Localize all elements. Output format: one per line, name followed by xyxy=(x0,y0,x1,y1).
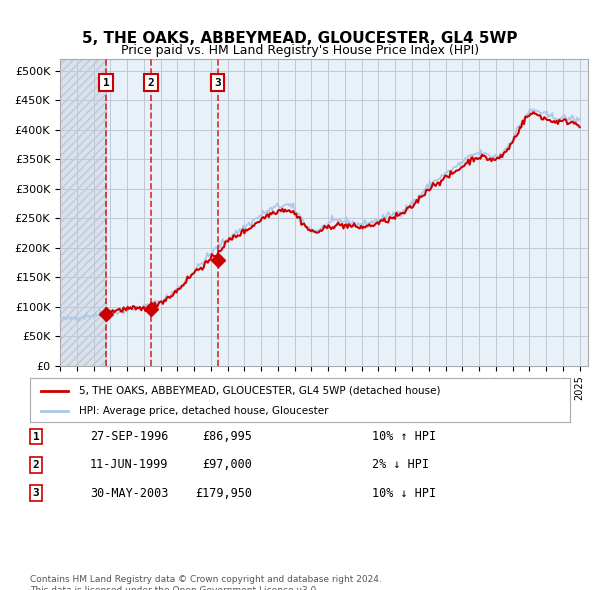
Text: 2% ↓ HPI: 2% ↓ HPI xyxy=(372,458,429,471)
Text: 11-JUN-1999: 11-JUN-1999 xyxy=(90,458,169,471)
Bar xyxy=(60,59,106,366)
Text: 2: 2 xyxy=(32,460,40,470)
Text: 30-MAY-2003: 30-MAY-2003 xyxy=(90,487,169,500)
Text: 3: 3 xyxy=(32,489,40,498)
Text: 27-SEP-1996: 27-SEP-1996 xyxy=(90,430,169,443)
Text: 3: 3 xyxy=(214,78,221,87)
Text: 1: 1 xyxy=(103,78,109,87)
Text: £86,995: £86,995 xyxy=(202,430,252,443)
Text: 5, THE OAKS, ABBEYMEAD, GLOUCESTER, GL4 5WP (detached house): 5, THE OAKS, ABBEYMEAD, GLOUCESTER, GL4 … xyxy=(79,386,440,396)
Text: 5, THE OAKS, ABBEYMEAD, GLOUCESTER, GL4 5WP: 5, THE OAKS, ABBEYMEAD, GLOUCESTER, GL4 … xyxy=(82,31,518,46)
Text: 2: 2 xyxy=(148,78,155,87)
Text: £179,950: £179,950 xyxy=(195,487,252,500)
Text: 1: 1 xyxy=(32,432,40,441)
Text: £97,000: £97,000 xyxy=(202,458,252,471)
Text: HPI: Average price, detached house, Gloucester: HPI: Average price, detached house, Glou… xyxy=(79,406,328,416)
Text: 10% ↑ HPI: 10% ↑ HPI xyxy=(372,430,436,443)
Text: Contains HM Land Registry data © Crown copyright and database right 2024.
This d: Contains HM Land Registry data © Crown c… xyxy=(30,575,382,590)
Text: 10% ↓ HPI: 10% ↓ HPI xyxy=(372,487,436,500)
Text: Price paid vs. HM Land Registry's House Price Index (HPI): Price paid vs. HM Land Registry's House … xyxy=(121,44,479,57)
